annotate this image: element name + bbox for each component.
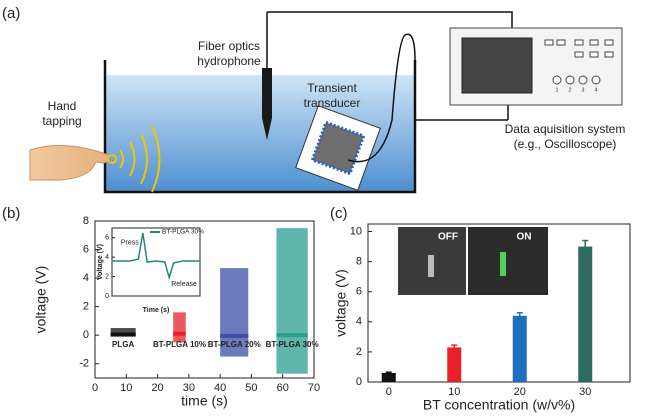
inset-y-tick-label: 2	[105, 273, 109, 280]
panel-a: (a) Hand tapping Fiber optics hydrophone…	[2, 5, 625, 192]
series-label: BT-PLGA 20%	[208, 340, 261, 349]
channel-label: 2	[569, 87, 572, 93]
x-tick-label: 20	[151, 382, 163, 394]
channel-label: 4	[595, 87, 598, 93]
x-tick-label: 40	[214, 382, 226, 394]
y-tick-label: 0	[356, 376, 362, 388]
x-axis-label: time (s)	[181, 393, 228, 409]
cable	[267, 12, 512, 28]
y-tick-label: 2	[83, 301, 89, 313]
transducer-label: Transient	[307, 81, 357, 95]
series-label: BT-PLGA 30%	[266, 340, 319, 349]
x-tick-label: 10	[120, 382, 132, 394]
hand-label: tapping	[42, 114, 81, 128]
x-tick-label: 0	[92, 382, 98, 394]
x-axis-label: BT concentration (w/v%)	[423, 397, 575, 413]
inset-y-label: Voltage (V)	[97, 244, 104, 280]
panel-label: (c)	[330, 205, 348, 222]
x-tick-label: 20	[514, 386, 526, 398]
x-tick-label: 0	[386, 386, 392, 398]
y-tick-label: 6	[83, 243, 89, 255]
y-axis-label: voltage (V)	[33, 266, 49, 334]
x-tick-label: 50	[245, 382, 257, 394]
signal-envelope	[173, 312, 186, 342]
y-tick-label: 2	[356, 346, 362, 358]
y-tick-label: -2	[79, 358, 89, 370]
inset-y-tick-label: 6	[105, 235, 109, 242]
y-tick-label: 6	[356, 286, 362, 298]
inset-annotation: Release	[171, 281, 197, 288]
series-label: BT-PLGA 10%	[153, 340, 206, 349]
x-tick-label: 30	[579, 386, 591, 398]
hydrophone-label: hydrophone	[197, 54, 261, 68]
inset-legend: BT-PLGA 30%	[162, 229, 204, 236]
photo-on	[468, 227, 548, 295]
x-tick-label: 10	[448, 386, 460, 398]
y-axis-label: voltage (V)	[333, 269, 349, 337]
bar	[578, 247, 592, 382]
photo-label: OFF	[438, 232, 458, 243]
transducer-label: transducer	[304, 96, 361, 110]
daq-label: Data aquisition system	[505, 122, 626, 136]
inset-x-label: Time (s)	[143, 307, 170, 314]
signal-envelope	[276, 228, 307, 374]
led-on	[500, 252, 506, 276]
hand	[30, 145, 109, 180]
y-tick-label: 0	[83, 329, 89, 341]
y-tick-label: 4	[356, 316, 362, 328]
y-tick-label: 8	[83, 215, 89, 227]
led-off	[428, 255, 434, 277]
inset-annotation: Press	[121, 239, 139, 246]
photo-label: ON	[517, 232, 532, 243]
oscilloscope-screen	[462, 38, 532, 93]
daq-label: (e.g., Oscilloscope)	[514, 137, 617, 151]
bar	[513, 316, 527, 382]
y-tick-label: 4	[83, 272, 89, 284]
hydrophone-label: Fiber optics	[198, 39, 260, 53]
panel-label: (a)	[2, 5, 20, 22]
channel-label: 1	[556, 87, 559, 93]
channel-label: 3	[582, 87, 585, 93]
hand-label: Hand	[48, 99, 77, 113]
inset-y-tick-label: 4	[105, 254, 109, 261]
x-tick-label: 70	[308, 382, 320, 394]
series-label: PLGA	[112, 340, 134, 349]
y-tick-label: 10	[350, 225, 362, 237]
inset-y-tick-label: 0	[105, 293, 109, 300]
bar	[382, 373, 396, 382]
x-tick-label: 30	[183, 382, 195, 394]
y-tick-label: 8	[356, 256, 362, 268]
figure: (a) Hand tapping Fiber optics hydrophone…	[0, 0, 648, 415]
bar	[447, 347, 461, 382]
panel-label: (b)	[2, 205, 20, 222]
x-tick-label: 60	[277, 382, 289, 394]
